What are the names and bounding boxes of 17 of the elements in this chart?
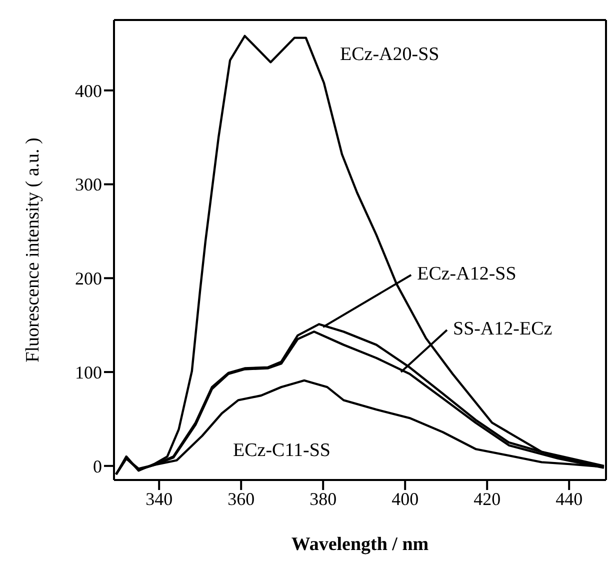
annotation: ECz-A20-SS <box>340 44 440 66</box>
x-axis-title: Wavelength / nm <box>291 534 429 555</box>
y-tick-label: 0 <box>93 456 102 476</box>
y-tick-label: 100 <box>75 362 102 382</box>
y-axis-title: Fluorescence intensity ( a.u. ) <box>22 138 44 362</box>
x-tick-label: 380 <box>310 488 337 509</box>
annotation: ECz-A12-SS <box>417 263 516 284</box>
x-tick-label: 360 <box>228 488 255 509</box>
y-tick-label: 300 <box>75 174 102 195</box>
x-tick-label: 340 <box>146 488 173 509</box>
y-tick-label: 400 <box>75 80 102 101</box>
annotation: SS-A12-ECz <box>453 318 552 340</box>
x-tick-label: 440 <box>556 488 583 509</box>
annotation: ECz-C11-SS <box>233 440 330 462</box>
y-tick-label: 200 <box>75 268 102 289</box>
x-tick-label: 420 <box>474 488 501 509</box>
x-tick-label: 400 <box>392 488 419 509</box>
